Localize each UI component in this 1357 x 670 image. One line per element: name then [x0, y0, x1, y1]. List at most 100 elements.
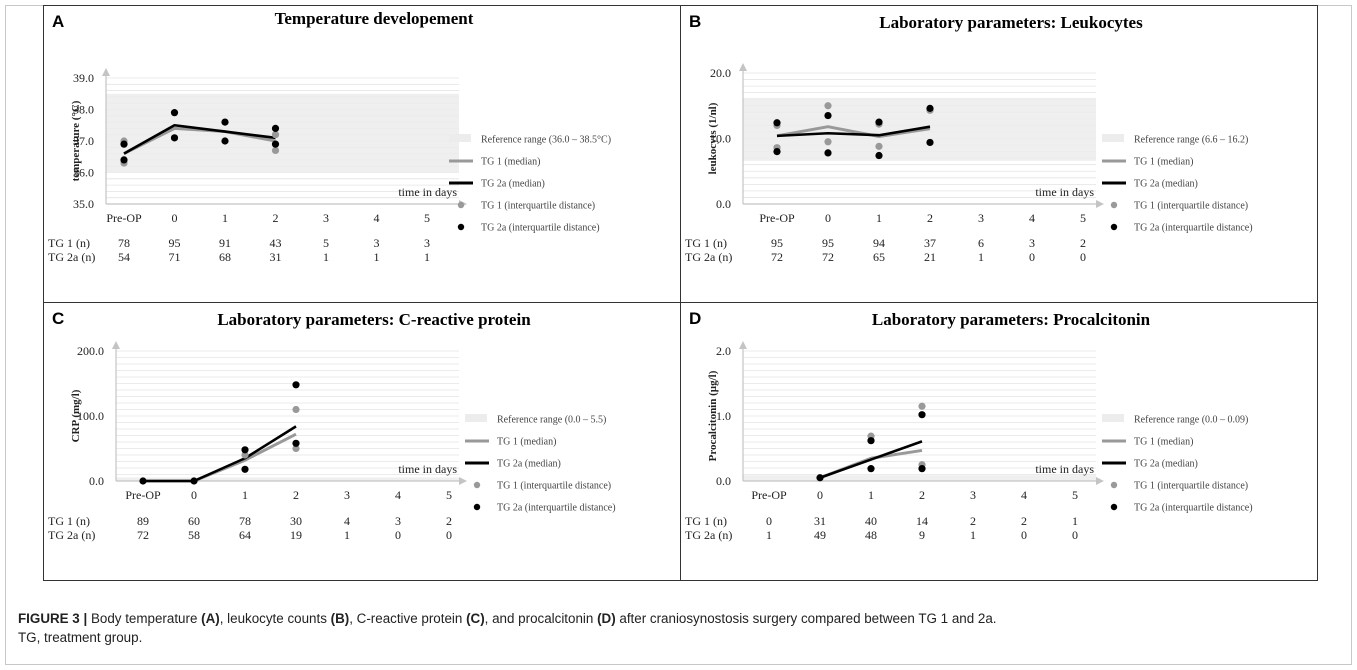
- count-tg2a: 0: [1021, 528, 1027, 542]
- count-tg1: 3: [1029, 236, 1035, 250]
- count-tg2a: 48: [865, 528, 877, 542]
- count-tg1: 40: [865, 514, 877, 528]
- legend-label: TG 1 (interquartile distance): [1134, 201, 1248, 212]
- panel-letter: D: [689, 309, 701, 328]
- caption-text-3: , C-reactive protein: [349, 611, 467, 626]
- point-tg2a-iqr: [816, 474, 824, 482]
- count-tg1: 1: [1072, 514, 1078, 528]
- count-tg2a: 64: [239, 528, 251, 542]
- x-tick-label: 2: [919, 488, 925, 502]
- legend: Reference range (0.0 – 0.09) TG 1 (median…: [1102, 414, 1253, 514]
- count-tg1: 89: [137, 514, 149, 528]
- series-line-tg2a-median: [819, 440, 923, 479]
- count-row-label-tg2a: TG 2a (n): [48, 250, 95, 264]
- point-tg2a-iqr: [292, 439, 300, 447]
- panel-b-leukocytes: B Laboratory parameters: Leukocytes 0.0 10.…: [680, 5, 1318, 303]
- legend-label: TG 1 (interquartile distance): [481, 201, 595, 212]
- legend-label: Reference range (36.0 – 38.5°C): [481, 135, 611, 146]
- legend-label: Reference range (6.6 – 16.2): [1134, 135, 1248, 146]
- legend-label: TG 1 (median): [497, 437, 556, 448]
- caption-text-5: after craniosynostosis surgery compared …: [615, 611, 997, 626]
- y-tick-label: 2.0: [716, 344, 731, 358]
- point-tg2a-iqr: [875, 118, 883, 126]
- chart-svg-a: A Temperature developement 35.0 36.0 37.0 38.…: [48, 9, 611, 264]
- y-tick-label: 0.0: [716, 197, 731, 211]
- count-tg1: 14: [916, 514, 928, 528]
- x-tick-label: 3: [970, 488, 976, 502]
- legend: Reference range (0.0 – 5.5) TG 1 (median)…: [465, 414, 616, 514]
- count-tg1: 95: [822, 236, 834, 250]
- x-tick-label: 2: [273, 211, 279, 225]
- chart-title: Laboratory parameters: Procalcitonin: [872, 310, 1151, 329]
- panel-letter: C: [52, 309, 64, 328]
- caption-text-1: Body temperature: [90, 611, 202, 626]
- caption-line-2: TG, treatment group.: [18, 630, 143, 645]
- count-tg1: 91: [219, 236, 231, 250]
- y-tick-label: 0.0: [89, 474, 104, 488]
- legend-swatch-reference: [449, 134, 471, 142]
- count-tg1: 95: [169, 236, 181, 250]
- point-tg1-iqr: [875, 142, 883, 150]
- point-tg1-iqr: [918, 402, 926, 410]
- chart-title: Laboratory parameters: Leukocytes: [879, 13, 1143, 32]
- count-tg2a: 9: [919, 528, 925, 542]
- count-tg1: 0: [766, 514, 772, 528]
- panel-a-temperature: A Temperature developement 35.0 36.0 37.0 38.…: [43, 5, 681, 303]
- point-tg1-iqr: [824, 102, 832, 110]
- count-row-label-tg1: TG 1 (n): [48, 236, 90, 250]
- point-tg2a-iqr: [170, 109, 179, 117]
- count-tg2a: 19: [290, 528, 302, 542]
- y-tick-label: 20.0: [710, 66, 731, 80]
- point-tg2a-iqr: [867, 437, 875, 445]
- legend-label: TG 2a (median): [1134, 179, 1198, 190]
- figure-caption: FIGURE 3 | Body temperature (A), leukocy…: [18, 609, 1338, 647]
- count-tg2a: 71: [169, 250, 181, 264]
- legend-swatch-tg2a-iqr: [457, 223, 465, 231]
- legend-swatch-tg2a-iqr: [473, 503, 481, 511]
- legend-label: Reference range (0.0 – 0.09): [1134, 415, 1248, 426]
- count-tg2a: 0: [1072, 528, 1078, 542]
- count-tg1: 3: [395, 514, 401, 528]
- panel-d-procalcitonin: D Laboratory parameters: Procalcitonin 0.0…: [680, 302, 1318, 581]
- point-tg2a-iqr: [271, 140, 280, 148]
- x-axis-label: time in days: [1035, 462, 1094, 476]
- x-tick-label: 4: [374, 211, 380, 225]
- caption-ref-c: (C): [466, 611, 485, 626]
- legend-label: TG 2a (interquartile distance): [1134, 223, 1253, 234]
- x-tick-label: 0: [817, 488, 823, 502]
- x-tick-label: Pre-OP: [759, 211, 795, 225]
- x-tick-label: 0: [825, 211, 831, 225]
- y-tick-label: 1.0: [716, 409, 731, 423]
- legend-label: TG 2a (median): [481, 179, 545, 190]
- legend-swatch-tg1-iqr: [473, 481, 481, 489]
- caption-ref-b: (B): [330, 611, 350, 626]
- reference-range-band: [116, 477, 459, 481]
- x-axis-arrow: [459, 477, 467, 485]
- point-tg1-iqr: [271, 131, 280, 139]
- point-tg2a-iqr: [918, 411, 926, 419]
- point-tg1-iqr: [292, 444, 300, 453]
- count-tg2a: 72: [822, 250, 834, 264]
- legend-label: TG 1 (median): [1134, 437, 1193, 448]
- chart-title: Temperature developement: [275, 9, 474, 28]
- x-axis-label: time in days: [398, 185, 457, 199]
- chart-svg-d: D Laboratory parameters: Procalcitonin 0.0…: [685, 309, 1253, 542]
- count-tg2a: 58: [188, 528, 200, 542]
- caption-text-2: , leukocyte counts: [219, 611, 331, 626]
- series-line-tg1-median: [123, 126, 276, 155]
- reference-range-band: [743, 475, 1096, 481]
- legend-label: TG 1 (interquartile distance): [497, 481, 611, 492]
- point-tg2a-iqr: [926, 104, 934, 112]
- legend-swatch-tg1-iqr: [457, 201, 465, 209]
- count-tg2a: 0: [395, 528, 401, 542]
- point-tg2a-iqr: [824, 111, 832, 120]
- x-tick-label: 3: [344, 488, 350, 502]
- x-tick-label: 3: [978, 211, 984, 225]
- point-tg2a-iqr: [773, 119, 781, 127]
- point-tg2a-iqr: [824, 149, 832, 157]
- chart-svg-b: B Laboratory parameters: Leukocytes 0.0 10.…: [685, 12, 1253, 264]
- point-tg2a-iqr: [241, 465, 249, 473]
- x-tick-label: 1: [876, 211, 882, 225]
- x-tick-label: 1: [242, 488, 248, 502]
- legend-label: TG 2a (median): [1134, 459, 1198, 470]
